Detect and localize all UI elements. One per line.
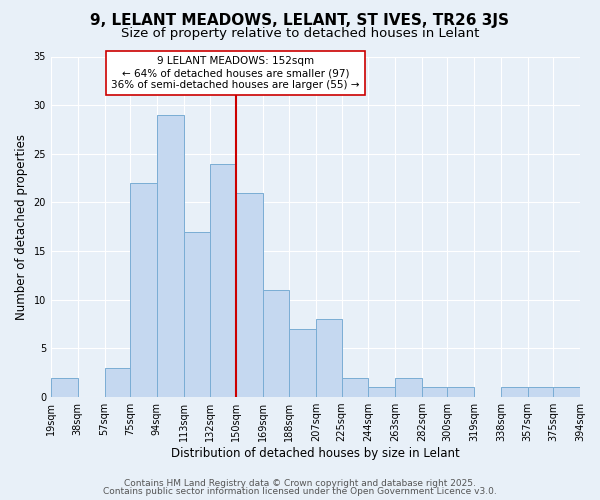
Bar (448, 388, 474, 397)
Text: Size of property relative to detached houses in Lelant: Size of property relative to detached ho… (121, 28, 479, 40)
Bar (130, 183, 157, 397)
Bar (528, 388, 553, 397)
Bar (157, 115, 184, 397)
Bar (553, 388, 580, 397)
Bar (341, 378, 368, 397)
X-axis label: Distribution of detached houses by size in Lelant: Distribution of detached houses by size … (171, 447, 460, 460)
Bar (184, 232, 211, 397)
Bar (211, 164, 236, 397)
Y-axis label: Number of detached properties: Number of detached properties (15, 134, 28, 320)
Bar (104, 368, 130, 397)
Bar (51, 378, 78, 397)
Bar (368, 388, 395, 397)
Bar (263, 290, 289, 397)
Text: Contains HM Land Registry data © Crown copyright and database right 2025.: Contains HM Land Registry data © Crown c… (124, 478, 476, 488)
Bar (501, 388, 528, 397)
Bar (395, 378, 422, 397)
Text: 9 LELANT MEADOWS: 152sqm
← 64% of detached houses are smaller (97)
36% of semi-d: 9 LELANT MEADOWS: 152sqm ← 64% of detach… (112, 56, 360, 90)
Text: Contains public sector information licensed under the Open Government Licence v3: Contains public sector information licen… (103, 487, 497, 496)
Bar (316, 319, 341, 397)
Bar (422, 388, 448, 397)
Text: 9, LELANT MEADOWS, LELANT, ST IVES, TR26 3JS: 9, LELANT MEADOWS, LELANT, ST IVES, TR26… (91, 12, 509, 28)
Bar (289, 329, 316, 397)
Bar (236, 192, 263, 397)
